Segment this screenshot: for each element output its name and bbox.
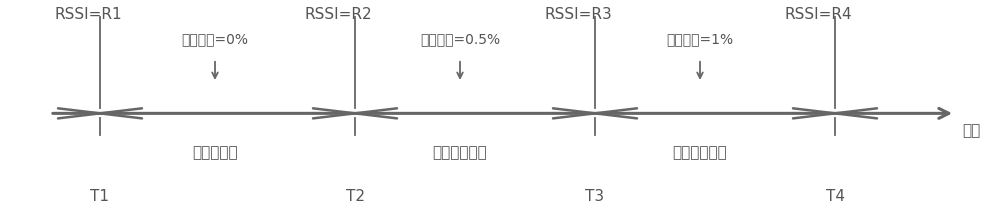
Text: RSSI=R2: RSSI=R2 xyxy=(305,7,373,22)
Text: 无抗动现象: 无抗动现象 xyxy=(192,145,238,160)
Text: 存在抗动现象: 存在抗动现象 xyxy=(673,145,727,160)
Text: RSSI=R3: RSSI=R3 xyxy=(545,7,613,22)
Text: T1: T1 xyxy=(90,189,110,204)
Text: RSSI=R1: RSSI=R1 xyxy=(55,7,123,22)
Text: 存在抗动现象: 存在抗动现象 xyxy=(433,145,487,160)
Text: 扩频因子=0%: 扩频因子=0% xyxy=(182,32,248,46)
Text: T2: T2 xyxy=(346,189,364,204)
Text: 时间: 时间 xyxy=(962,123,980,138)
Text: RSSI=R4: RSSI=R4 xyxy=(785,7,853,22)
Text: 扩频因子=0.5%: 扩频因子=0.5% xyxy=(420,32,500,46)
Text: T3: T3 xyxy=(585,189,605,204)
Text: 扩频因子=1%: 扩频因子=1% xyxy=(666,32,734,46)
Text: T4: T4 xyxy=(826,189,844,204)
